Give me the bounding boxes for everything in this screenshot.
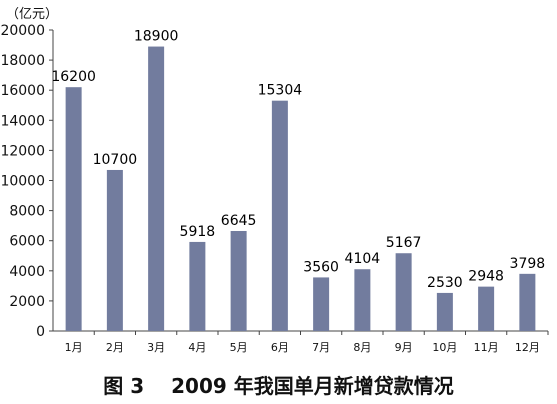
bar bbox=[478, 286, 495, 331]
data-label: 3798 bbox=[510, 256, 546, 272]
bar bbox=[395, 253, 412, 331]
data-label: 16200 bbox=[51, 69, 96, 85]
x-tick-label: 6月 bbox=[271, 341, 289, 354]
y-tick-label: 4000 bbox=[9, 264, 45, 280]
y-tick-label: 14000 bbox=[0, 113, 45, 129]
bar bbox=[148, 46, 165, 332]
data-label: 2948 bbox=[468, 269, 504, 285]
y-tick-label: 16000 bbox=[0, 83, 45, 99]
data-label: 5918 bbox=[180, 224, 216, 240]
x-tick-label: 9月 bbox=[395, 341, 413, 354]
x-tick-label: 5月 bbox=[230, 341, 248, 354]
y-tick-label: 18000 bbox=[0, 53, 45, 69]
data-label: 4104 bbox=[345, 251, 381, 267]
x-tick-label: 11月 bbox=[474, 341, 499, 354]
x-tick-label: 3月 bbox=[147, 341, 165, 354]
bar bbox=[65, 87, 82, 331]
x-tick-label: 1月 bbox=[65, 341, 83, 354]
bar bbox=[436, 292, 453, 331]
data-label: 15304 bbox=[258, 83, 303, 99]
y-tick-label: 12000 bbox=[0, 143, 45, 159]
x-axis-ticks: 1月 2月 3月 4月 5月 6月 7月 8月 9月 10月 11月 12月 bbox=[65, 331, 549, 354]
y-tick-label: 0 bbox=[36, 324, 45, 340]
data-label: 2530 bbox=[427, 275, 463, 291]
unit-label: （亿元） bbox=[6, 7, 58, 22]
y-axis-ticks: 0 2000 4000 6000 8000 10000 12000 14000 16000 180… bbox=[0, 23, 53, 340]
bar bbox=[354, 269, 371, 331]
bar bbox=[189, 241, 206, 331]
x-tick-label: 10月 bbox=[432, 341, 457, 354]
x-tick-label: 4月 bbox=[188, 341, 206, 354]
x-tick-label: 7月 bbox=[312, 341, 330, 354]
bar-chart: （亿元） 0 2000 4000 6000 8000 10000 12000 14000 160… bbox=[0, 7, 549, 354]
data-label: 3560 bbox=[303, 259, 339, 275]
bar bbox=[519, 273, 536, 331]
bar bbox=[230, 230, 247, 331]
bar bbox=[313, 277, 330, 331]
y-tick-label: 10000 bbox=[0, 174, 45, 190]
x-tick-label: 8月 bbox=[353, 341, 371, 354]
x-tick-label: 12月 bbox=[515, 341, 540, 354]
y-tick-label: 20000 bbox=[0, 23, 45, 39]
data-labels: 16200 10700 18900 5918 6645 15304 3560 4104 5167… bbox=[51, 29, 545, 291]
data-label: 18900 bbox=[134, 29, 179, 45]
y-tick-label: 2000 bbox=[9, 294, 45, 310]
y-tick-label: 6000 bbox=[9, 234, 45, 250]
x-tick-label: 2月 bbox=[106, 341, 124, 354]
bar bbox=[271, 100, 288, 331]
data-label: 5167 bbox=[386, 235, 422, 251]
bar bbox=[106, 169, 123, 331]
data-label: 10700 bbox=[93, 152, 138, 168]
y-tick-label: 8000 bbox=[9, 204, 45, 220]
data-label: 6645 bbox=[221, 213, 257, 229]
bars bbox=[65, 46, 536, 332]
figure-caption: 图 3 2009 年我国单月新增贷款情况 bbox=[103, 374, 454, 398]
